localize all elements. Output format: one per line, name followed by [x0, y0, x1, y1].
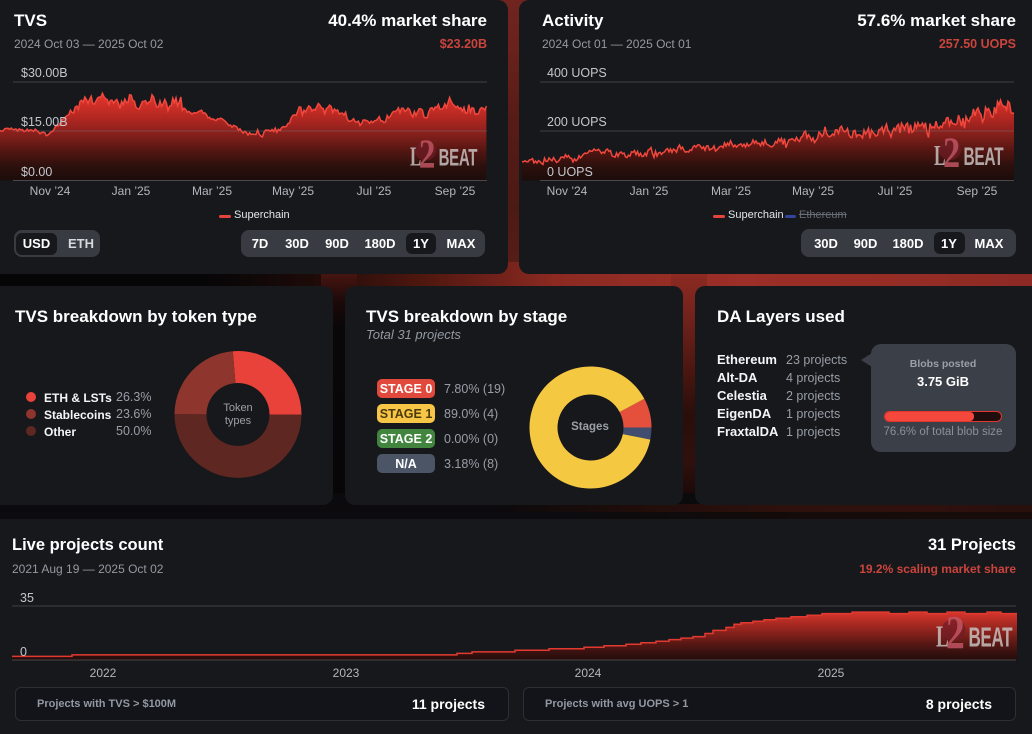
- svg-text:BEAT: BEAT: [968, 621, 1012, 652]
- svg-text:L: L: [936, 619, 949, 654]
- svg-text:2: 2: [946, 608, 965, 660]
- svg-text:L: L: [410, 141, 421, 171]
- svg-text:BEAT: BEAT: [439, 145, 478, 171]
- svg-text:BEAT: BEAT: [964, 143, 1004, 171]
- svg-text:L: L: [934, 141, 946, 172]
- svg-text:2: 2: [943, 129, 960, 176]
- svg-text:2: 2: [419, 131, 436, 177]
